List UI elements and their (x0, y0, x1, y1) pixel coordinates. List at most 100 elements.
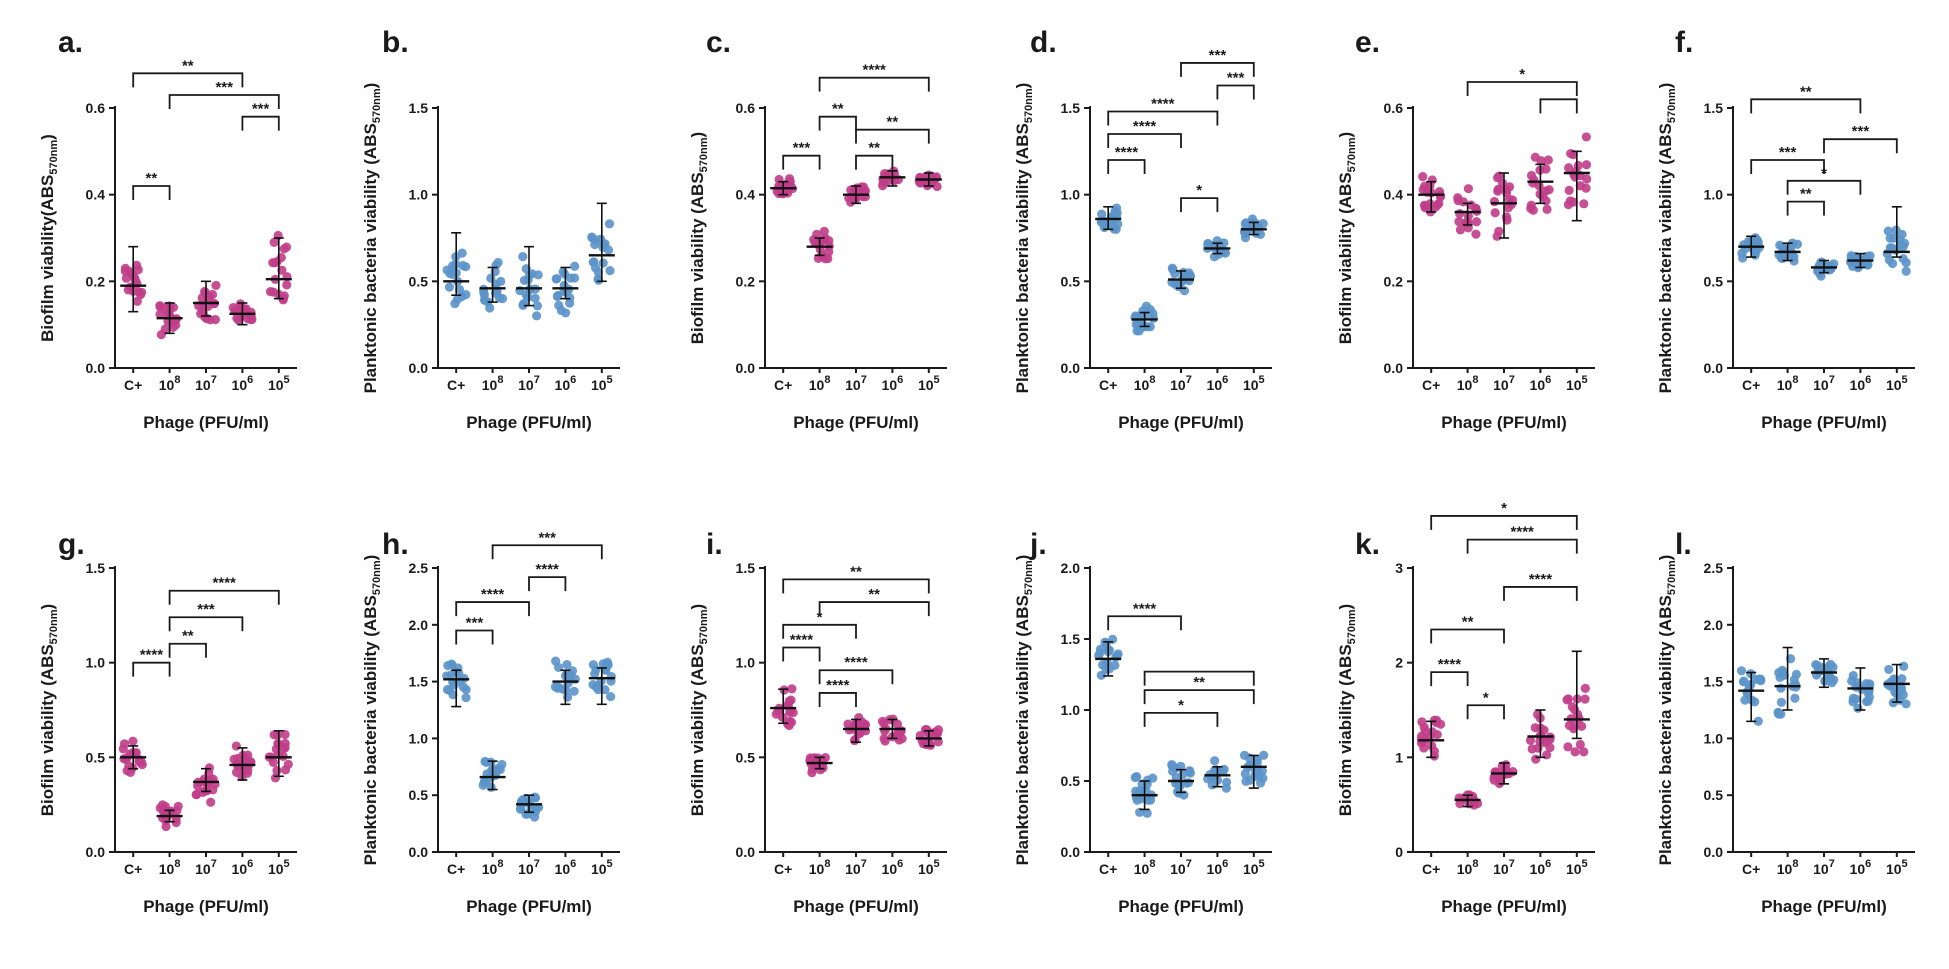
significance-bracket (1430, 671, 1469, 687)
x-tick-label: 105 (918, 858, 940, 877)
data-point (1210, 756, 1220, 766)
data-point (606, 691, 616, 702)
significance-bracket (1107, 110, 1219, 126)
panel-f: f. Planktonic bacteria viability (ABS570n… (1656, 26, 1915, 432)
data-point (161, 816, 171, 826)
data-point (1563, 742, 1573, 752)
x-tick-label: 106 (555, 858, 577, 877)
y-tick-label: 0.5 (1704, 787, 1724, 803)
significance-bracket (1750, 159, 1825, 174)
y-tick-label: 0.0 (86, 844, 106, 860)
data-point (1241, 776, 1251, 786)
significance-bracket (1503, 586, 1578, 601)
data-point (515, 804, 526, 814)
data-point (1579, 199, 1589, 209)
y-tick-label: 1.0 (409, 187, 429, 203)
x-tick-label: 105 (1243, 374, 1265, 393)
x-tick-label: 105 (268, 374, 290, 393)
y-axis-title: Biofilm viability (ABS570nm) (688, 604, 710, 816)
data-point (1846, 251, 1856, 261)
data-point (1542, 750, 1552, 760)
x-tick-label: 106 (1850, 858, 1872, 877)
data-point (1565, 196, 1575, 206)
significance-bracket (1107, 159, 1146, 174)
y-tick-label: 0 (1395, 844, 1403, 860)
significance-label: **** (1438, 656, 1462, 673)
y-tick-label: 0.5 (409, 273, 429, 289)
significance-bracket (782, 623, 857, 639)
y-axis-title: Biofilm viability (ABS570nm) (1336, 604, 1358, 816)
data-point (1573, 709, 1583, 720)
significance-bracket (1430, 515, 1578, 530)
data-point (1109, 224, 1119, 234)
data-point (1467, 797, 1478, 807)
y-tick-label: 0.0 (1061, 844, 1081, 860)
data-point (1883, 226, 1893, 236)
x-axis-title: Phage (PFU/ml) (793, 897, 919, 916)
significance-label: **** (1511, 524, 1535, 541)
significance-label: * (1501, 500, 1507, 517)
significance-label: ** (1800, 83, 1812, 100)
data-point (879, 718, 889, 728)
panel-g: g. Biofilm viability (ABS570nm) 0.0 0.5 1.0 1… (38, 528, 297, 916)
significance-label: **** (1115, 144, 1139, 161)
data-point (518, 252, 528, 262)
data-point (1581, 132, 1591, 142)
x-tick-label: 106 (232, 858, 254, 877)
panel-a: a. Biofilm viability(ABS570nm) 0.0 0.2 0.4 0.… (38, 26, 297, 432)
data-point (1203, 238, 1213, 249)
data-point (1848, 693, 1858, 703)
x-tick-label: 106 (555, 374, 577, 393)
data-point (1776, 697, 1787, 707)
data-point (136, 757, 147, 767)
significance-bracket (1216, 84, 1255, 100)
data-point (605, 266, 615, 276)
data-point (552, 291, 562, 302)
data-point (1754, 674, 1765, 684)
y-axis-title: Biofilm viability (ABS570nm) (688, 132, 710, 344)
significance-bracket (1143, 689, 1255, 705)
y-tick-label: 1 (1395, 749, 1403, 765)
data-point (118, 744, 128, 754)
x-axis-title: Phage (PFU/ml) (793, 413, 919, 432)
data-point (530, 792, 540, 802)
data-point (1257, 766, 1267, 776)
data-point (807, 768, 817, 778)
data-point (1887, 258, 1898, 269)
y-tick-label: 1.0 (1061, 187, 1081, 203)
data-point (458, 682, 469, 692)
x-tick-label: 107 (1493, 858, 1515, 877)
y-tick-label: 1.5 (736, 560, 756, 576)
data-point (207, 289, 218, 300)
y-tick-label: 0.0 (409, 844, 429, 860)
data-point (1815, 666, 1825, 676)
significance-bracket (818, 115, 857, 131)
data-point (591, 665, 601, 675)
y-tick-label: 1.5 (1704, 100, 1724, 116)
y-tick-label: 0.0 (1704, 360, 1724, 376)
x-axis-title: Phage (PFU/ml) (1441, 413, 1567, 432)
y-tick-label: 1.5 (1061, 631, 1081, 647)
axes (1732, 566, 1915, 853)
data-point (569, 686, 579, 696)
data-point (604, 219, 615, 229)
significance-bracket (1180, 197, 1219, 213)
data-point (1899, 661, 1909, 671)
significance-bracket (855, 128, 930, 144)
data-point (787, 684, 797, 694)
data-point (277, 265, 287, 275)
data-point (786, 695, 796, 705)
data-point (1811, 659, 1821, 670)
data-point (1750, 697, 1760, 707)
significance-label: *** (466, 614, 484, 631)
data-point (155, 309, 165, 319)
data-point (1580, 683, 1590, 693)
y-tick-label: 0.6 (1384, 100, 1404, 116)
data-point (1492, 231, 1502, 241)
data-point (1525, 735, 1536, 745)
y-axis-title: Planktonic bacteria viability (ABS570nm) (1656, 555, 1678, 866)
data-point (1753, 716, 1763, 726)
panel-label: e. (1355, 26, 1380, 59)
significance-label: **** (213, 575, 237, 592)
y-tick-label: 2.5 (409, 560, 429, 576)
